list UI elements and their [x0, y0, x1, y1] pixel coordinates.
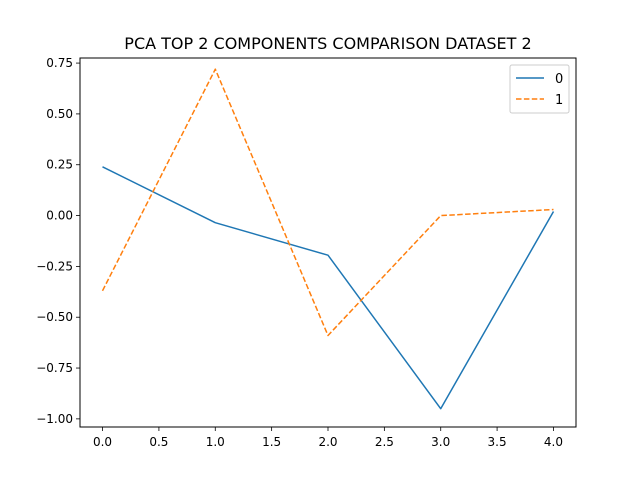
x-tick-label: 3.0 — [431, 435, 450, 449]
x-tick-label: 0.5 — [149, 435, 168, 449]
legend-box — [509, 64, 570, 114]
y-tick-label: 0.75 — [46, 56, 73, 70]
y-tick-label: −0.50 — [36, 310, 73, 324]
y-tick-label: 0.50 — [46, 107, 73, 121]
y-tick-label: 0.25 — [46, 158, 73, 172]
x-tick-label: 1.0 — [206, 435, 225, 449]
x-tick-label: 2.0 — [318, 435, 337, 449]
legend: 01 — [509, 64, 570, 114]
x-tick-label: 0.0 — [93, 435, 112, 449]
x-tick-label: 4.0 — [544, 435, 563, 449]
chart-title: PCA TOP 2 COMPONENTS COMPARISON DATASET … — [124, 34, 531, 53]
plot-area — [80, 58, 576, 427]
x-tick-label: 1.5 — [262, 435, 281, 449]
y-tick-label: −0.75 — [36, 361, 73, 375]
x-tick-label: 2.5 — [375, 435, 394, 449]
y-tick-label: 0.00 — [46, 209, 73, 223]
y-axis: −1.00 −0.75 −0.50 −0.25 0.00 0.25 0.50 0.75 — [36, 56, 80, 426]
series-line-1 — [101, 68, 554, 337]
y-tick-label: −0.25 — [36, 259, 73, 273]
series-line-0 — [102, 166, 555, 410]
y-tick-label: −1.00 — [36, 412, 73, 426]
x-axis: 0.0 0.5 1.0 1.5 2.0 2.5 3.0 3.5 4.0 — [93, 427, 563, 449]
series-layer — [101, 68, 555, 410]
x-tick-label: 3.5 — [488, 435, 507, 449]
legend-label-1: 1 — [555, 93, 563, 108]
legend-label-0: 0 — [555, 72, 563, 87]
